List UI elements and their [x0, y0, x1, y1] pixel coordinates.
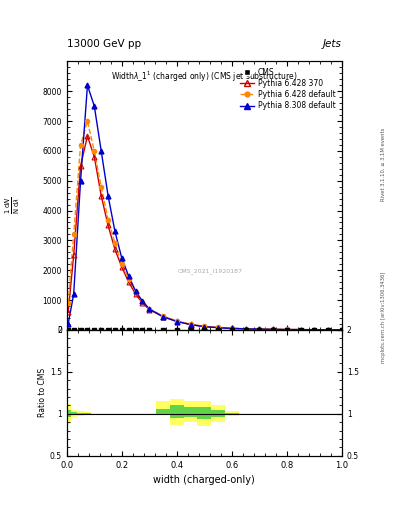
- Legend: CMS, Pythia 6.428 370, Pythia 6.428 default, Pythia 8.308 default: CMS, Pythia 6.428 370, Pythia 6.428 defa…: [238, 65, 338, 113]
- X-axis label: width (charged-only): width (charged-only): [154, 475, 255, 485]
- Text: Jets: Jets: [323, 38, 342, 49]
- Text: 13000 GeV pp: 13000 GeV pp: [67, 38, 141, 49]
- Text: CMS_2021_I1920187: CMS_2021_I1920187: [177, 268, 242, 273]
- Text: $\frac{1}{\mathrm{N}}\frac{\mathrm{d}N}{\mathrm{d}\lambda}$: $\frac{1}{\mathrm{N}}\frac{\mathrm{d}N}{…: [4, 196, 22, 214]
- Text: mcplots.cern.ch [arXiv:1306.3436]: mcplots.cern.ch [arXiv:1306.3436]: [381, 272, 386, 363]
- Text: Width$\lambda$_1$^1$ (charged only) (CMS jet substructure): Width$\lambda$_1$^1$ (charged only) (CMS…: [111, 70, 298, 84]
- Y-axis label: Ratio to CMS: Ratio to CMS: [38, 368, 47, 417]
- Text: Rivet 3.1.10, ≥ 3.1M events: Rivet 3.1.10, ≥ 3.1M events: [381, 127, 386, 201]
